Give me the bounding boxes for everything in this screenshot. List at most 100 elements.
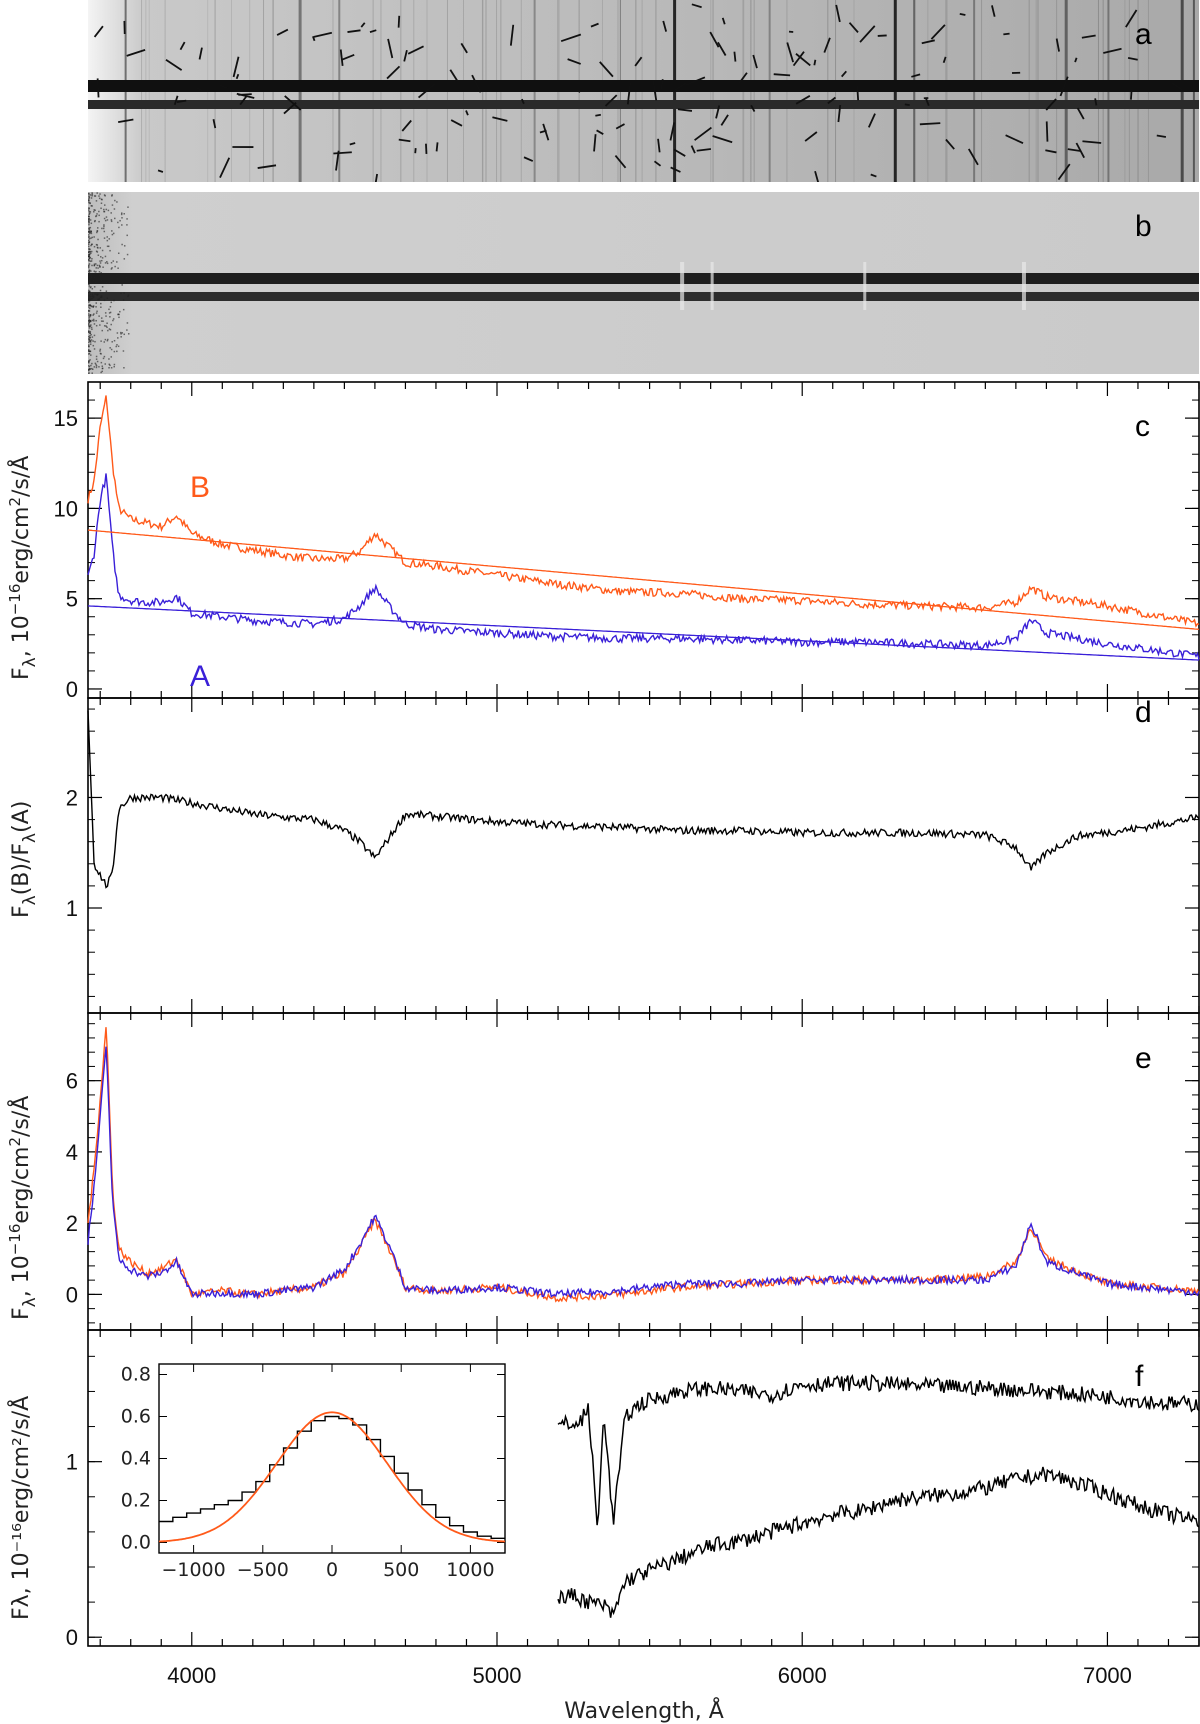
noise-dot <box>110 323 112 326</box>
noise-dot <box>91 293 94 296</box>
noise-dot <box>88 201 90 204</box>
noise-dot <box>108 308 110 311</box>
noise-dot <box>103 224 105 226</box>
noise-dot <box>89 202 91 204</box>
cosmic-ray <box>919 122 941 126</box>
noise-dot <box>98 315 100 317</box>
noise-dot <box>98 274 101 277</box>
cosmic-ray <box>867 113 876 128</box>
noise-dot <box>121 217 123 219</box>
panel-f-inset-losvd: −1000 −500 0 500 1000 0.0 0.2 0.4 0.6 0.8 <box>121 1363 506 1581</box>
noise-dot <box>123 333 126 336</box>
noise-dot <box>88 219 90 222</box>
cosmic-ray <box>720 114 729 126</box>
panel-e-series-b <box>87 1027 1200 1303</box>
noise-dot <box>88 313 90 315</box>
noise-dot <box>95 358 98 360</box>
panel-b-2d-model <box>88 192 1199 374</box>
noise-dot <box>88 265 90 268</box>
noise-dot <box>104 312 107 314</box>
noise-dot <box>121 284 123 286</box>
noise-dot <box>110 348 113 351</box>
noise-dot <box>88 327 91 329</box>
noise-dot <box>88 213 90 216</box>
noise-dot <box>93 286 96 288</box>
cosmic-ray <box>374 173 379 182</box>
cosmic-ray <box>403 49 408 62</box>
noise-dot <box>88 373 90 374</box>
noise-dot <box>88 259 90 261</box>
noise-dot <box>88 330 90 332</box>
panel-f-series-lens <box>557 1466 1200 1618</box>
noise-dot <box>106 322 108 324</box>
noise-dot <box>103 210 105 213</box>
noise-dot <box>101 249 104 252</box>
panel-c-ytick-label: 5 <box>66 587 78 612</box>
cosmic-ray <box>341 53 355 61</box>
noise-dot <box>100 272 102 274</box>
residual-line <box>710 262 714 310</box>
noise-dot <box>89 273 92 275</box>
cosmic-ray <box>590 22 599 28</box>
panel-c-series-b <box>87 395 1200 628</box>
noise-dot <box>88 236 90 238</box>
noise-dot <box>88 264 90 267</box>
noise-dot <box>88 221 90 223</box>
cosmic-ray <box>386 65 401 80</box>
cosmic-ray <box>841 70 847 78</box>
cosmic-ray <box>236 92 255 99</box>
cosmic-ray <box>333 151 352 155</box>
cosmic-ray <box>232 56 240 78</box>
noise-dot <box>110 261 113 264</box>
noise-dot <box>98 197 101 200</box>
cosmic-ray <box>117 118 134 124</box>
noise-dot <box>88 348 90 351</box>
ylabel-f: Fλ, 10⁻¹⁶erg/cm²/s/Å <box>7 1396 34 1620</box>
noise-dot <box>105 216 108 218</box>
cosmic-ray <box>1057 163 1071 181</box>
noise-dot <box>88 309 90 312</box>
noise-dot <box>110 212 112 214</box>
cosmic-ray <box>924 97 930 107</box>
noise-dot <box>90 222 93 225</box>
noise-dot <box>109 311 112 314</box>
xtick-label: 7000 <box>1083 1663 1132 1688</box>
noise-dot <box>96 231 98 234</box>
noise-dot <box>102 320 104 322</box>
panel-f-series-star <box>557 1373 1200 1526</box>
cosmic-ray <box>1081 34 1096 39</box>
noise-dot <box>88 365 90 367</box>
noise-dot <box>118 316 120 319</box>
noise-dot <box>122 350 125 352</box>
cosmic-ray <box>1171 82 1184 92</box>
noise-dot <box>103 299 106 302</box>
cosmic-ray <box>1094 98 1098 106</box>
noise-dot <box>89 330 92 333</box>
noise-dot <box>89 368 91 370</box>
noise-dot <box>126 322 129 324</box>
cosmic-ray <box>1003 32 1010 36</box>
noise-dot <box>98 264 101 267</box>
noise-dot <box>88 234 90 236</box>
noise-dot <box>109 305 112 308</box>
cosmic-ray <box>670 166 681 173</box>
noise-dot <box>95 302 98 304</box>
panel-d-ytick-label: 1 <box>66 896 78 921</box>
cosmic-ray <box>542 123 550 141</box>
cosmic-ray <box>694 126 712 141</box>
cosmic-ray <box>660 79 664 90</box>
panel-c-frame <box>87 381 1200 699</box>
noise-dot <box>109 347 111 349</box>
noise-dot <box>122 308 125 311</box>
cosmic-ray <box>1045 121 1049 142</box>
noise-dot <box>99 348 102 351</box>
noise-dot <box>88 269 91 271</box>
noise-dot <box>104 219 107 222</box>
noise-dot <box>88 301 90 303</box>
noise-dot <box>99 352 102 355</box>
noise-dot <box>120 213 123 216</box>
noise-dot <box>96 192 98 194</box>
cosmic-ray <box>715 105 721 119</box>
noise-dot <box>127 294 130 296</box>
